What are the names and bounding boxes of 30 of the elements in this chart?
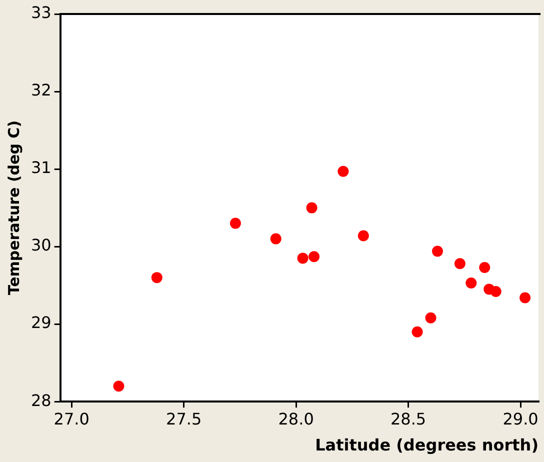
y-tick-label: 31 <box>31 158 52 178</box>
point <box>466 277 477 288</box>
x-tick-label: 28.0 <box>278 409 314 428</box>
x-tick-label: 29.0 <box>502 409 538 428</box>
point <box>338 166 349 177</box>
point <box>151 272 162 284</box>
point <box>297 252 308 264</box>
point <box>454 258 466 270</box>
point <box>113 380 124 392</box>
point <box>358 230 369 242</box>
point <box>270 233 282 244</box>
point <box>490 286 502 298</box>
point <box>308 251 320 262</box>
y-tick-label: 30 <box>31 236 52 255</box>
point <box>432 246 443 257</box>
point <box>479 262 490 273</box>
x-axis-title: Latitude (degrees north) <box>315 436 538 455</box>
point <box>412 326 423 338</box>
x-tick-label: 27.5 <box>166 409 202 428</box>
x-tick-label: 28.5 <box>390 409 426 428</box>
y-tick-label: 32 <box>31 80 52 100</box>
y-tick-label: 33 <box>31 3 52 22</box>
point <box>520 292 531 304</box>
point <box>425 312 436 324</box>
x-tick-label: 27.0 <box>54 409 90 428</box>
y-tick-label: 28 <box>31 390 52 410</box>
y-tick-label: 29 <box>31 313 52 332</box>
point <box>230 218 241 229</box>
point <box>306 202 318 214</box>
y-axis-title: Temperature (deg C) <box>4 120 23 296</box>
